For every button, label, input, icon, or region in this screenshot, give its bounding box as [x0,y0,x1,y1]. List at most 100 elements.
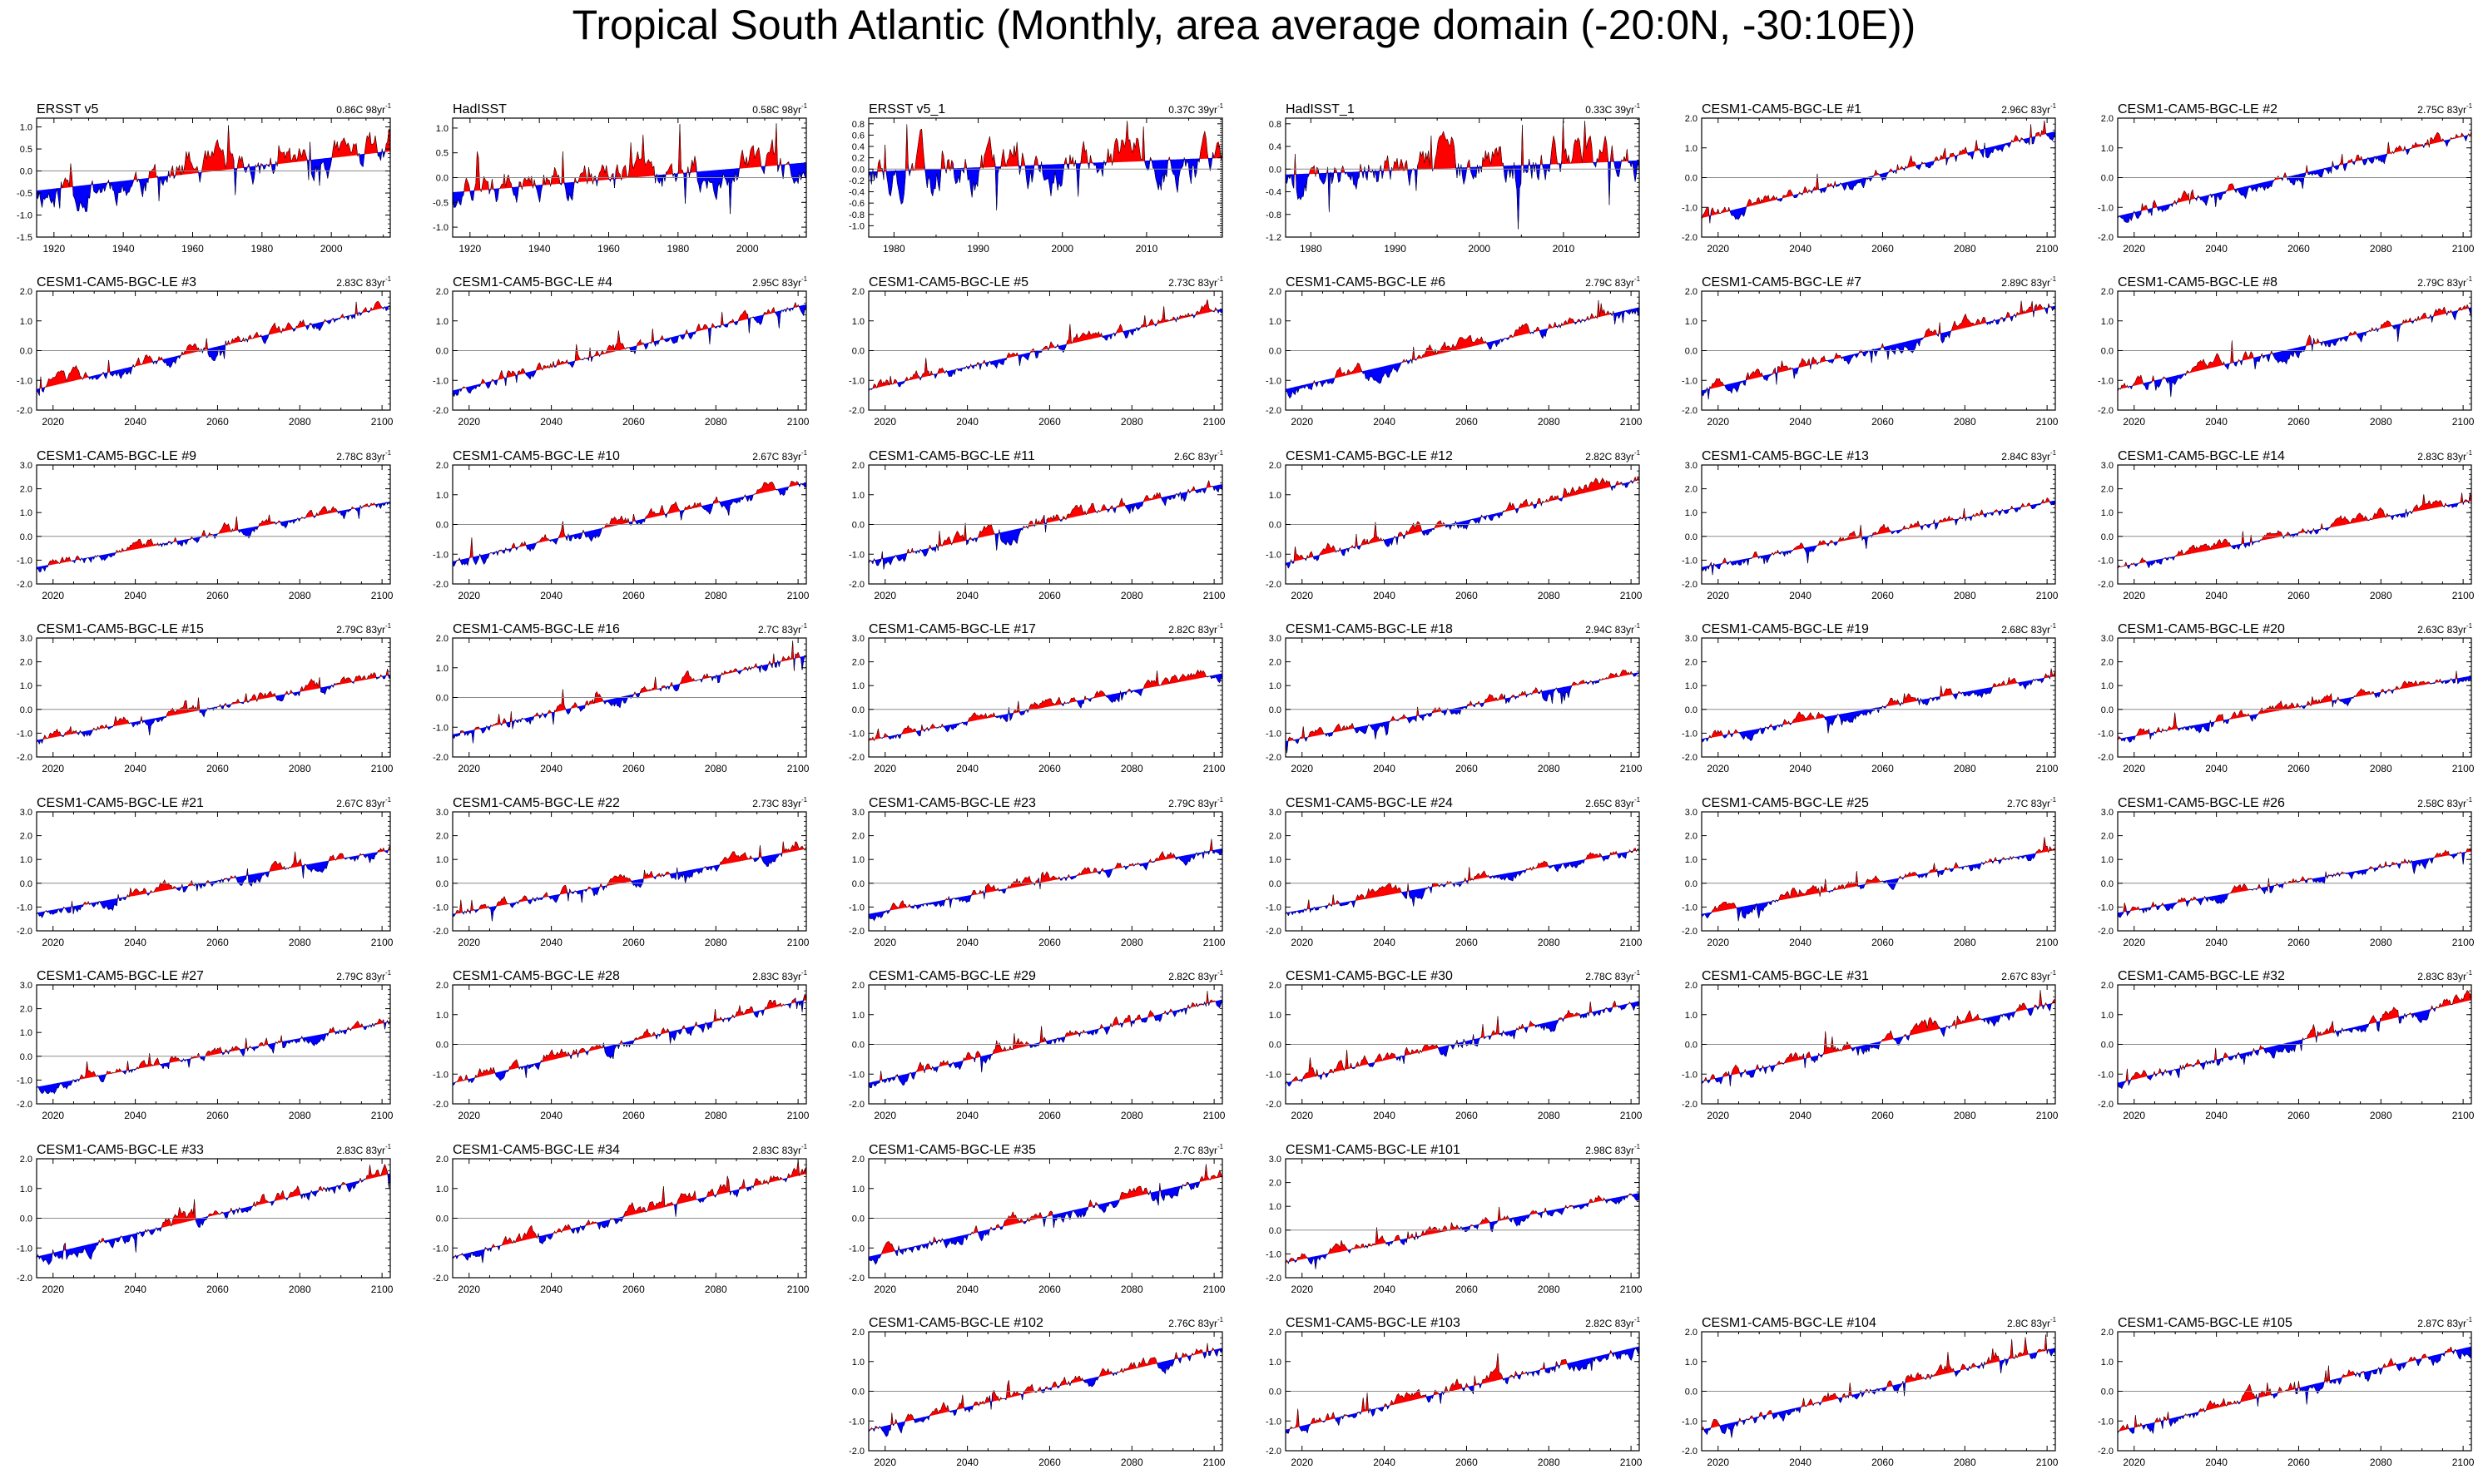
trend-exponent: -1 [801,1143,808,1150]
trend-label: 2.96C 83yr [2001,104,2050,116]
y-tick-label: 0.0 [1685,174,1697,184]
y-tick-label: 1.0 [20,855,32,865]
y-tick-label: 0.0 [20,1052,32,1062]
y-tick-label: -1.0 [849,550,865,560]
y-tick-label: -2.0 [1682,753,1697,763]
panel-title: CESM1-CAM5-BGC-LE #6 [1286,275,1445,289]
panel-title: CESM1-CAM5-BGC-LE #2 [2118,102,2277,116]
x-tick-label: 2020 [42,1110,64,1121]
y-tick-label: 2.0 [20,287,32,297]
x-tick-label: 2040 [124,1110,146,1121]
x-tick-label: 2060 [622,416,645,428]
trend-label: 0.86C 98yr [336,104,385,116]
x-tick-label: 2020 [1707,243,1729,255]
x-tick-label: 2100 [787,1110,810,1121]
y-tick-label: 2.0 [2101,832,2114,842]
y-tick-label: 1.0 [436,664,449,674]
x-tick-label: 2100 [2036,590,2059,601]
panel: 2020 2040 2060 2080 2100 2.0 1.0 0.0 -1.0 -2.0 CES… [1682,1316,2059,1468]
x-tick-label: 2040 [1789,763,1811,774]
panel: 2020 2040 2060 2080 2100 2.0 1.0 0.0 -1.0 -2.0 CES… [849,1316,1226,1468]
panel-title: CESM1-CAM5-BGC-LE #22 [453,796,620,810]
y-tick-label: 2.0 [1269,832,1281,842]
x-tick-label: 2020 [42,416,64,428]
y-tick-label: 3.0 [436,808,449,818]
trend-exponent: -1 [1217,796,1224,804]
x-tick-label: 2020 [874,763,896,774]
x-tick-label: 2100 [1203,1457,1226,1468]
trend-exponent: -1 [1634,102,1641,110]
x-tick-label: 1980 [1300,243,1322,255]
trend-label: 2.83C 83yr [2417,971,2466,982]
y-tick-label: 2.0 [852,1155,865,1165]
y-tick-label: 2.0 [20,485,32,495]
panel: 2020 2040 2060 2080 2100 3.0 2.0 1.0 0.0 -1.0 -2.0… [433,796,810,948]
y-tick-label: 3.0 [852,634,865,644]
y-tick-label: 0.0 [436,347,449,357]
x-tick-label: 2040 [124,937,146,948]
y-tick-label: -1.0 [17,729,32,739]
y-tick-label: 2.0 [852,832,865,842]
panel-title: CESM1-CAM5-BGC-LE #34 [453,1143,620,1157]
x-tick-label: 2040 [540,1284,563,1295]
y-tick-label: 0.0 [852,347,865,357]
panel: 2020 2040 2060 2080 2100 3.0 2.0 1.0 0.0 -1.0 -2.0… [1266,622,1643,774]
y-tick-label: -1.0 [2098,903,2114,913]
panel: 2020 2040 2060 2080 2100 2.0 1.0 0.0 -1.0 -2.0 CES… [17,1143,394,1295]
y-tick-label: -2.0 [2098,1447,2114,1457]
y-tick-label: 1.0 [852,491,865,501]
x-tick-label: 2100 [787,590,810,601]
y-tick-label: -0.8 [1266,210,1281,220]
trend-exponent: -1 [2050,622,2057,630]
y-tick-label: 2.0 [436,634,449,644]
trend-exponent: -1 [1634,1316,1641,1323]
y-tick-label: -1.0 [849,903,865,913]
panel-title: CESM1-CAM5-BGC-LE #11 [869,449,1035,463]
y-tick-label: 1.0 [2101,1358,2114,1368]
y-tick-label: 1.0 [436,1011,449,1021]
x-tick-label: 2100 [1203,1110,1226,1121]
x-tick-label: 2020 [458,1284,480,1295]
y-tick-label: 1.0 [1269,1358,1281,1368]
x-tick-label: 2040 [956,1110,979,1121]
trend-exponent: -1 [2466,622,2473,630]
y-tick-label: 0.0 [2101,347,2114,357]
y-tick-label: -1.0 [849,376,865,386]
trend-label: 2.75C 83yr [2417,104,2466,116]
panel-title: HadISST [453,102,507,116]
panel-title: CESM1-CAM5-BGC-LE #28 [453,969,620,983]
trend-exponent: -1 [801,102,808,110]
panel: 2020 2040 2060 2080 2100 2.0 1.0 0.0 -1.0 -2.0 CES… [433,1143,810,1295]
x-tick-label: 2100 [787,1284,810,1295]
y-tick-label: -2.0 [849,1100,865,1110]
positive-anomaly-area [1701,120,2046,224]
x-tick-label: 2080 [705,937,727,948]
y-tick-label: -2.0 [17,1100,32,1110]
x-tick-label: 2020 [1707,416,1729,428]
series-line [452,993,807,1086]
panel: 2020 2040 2060 2080 2100 3.0 2.0 1.0 0.0 -1.0 -2.0… [17,622,394,774]
x-tick-label: 2060 [1871,416,1894,428]
x-tick-label: 2020 [2123,1110,2145,1121]
x-tick-label: 2080 [1954,937,1976,948]
y-tick-label: 2.0 [20,1155,32,1165]
series-line [868,669,1223,742]
y-tick-label: 3.0 [1685,461,1697,471]
panel-title: CESM1-CAM5-BGC-LE #9 [37,449,196,463]
y-tick-label: 1.0 [1269,681,1281,691]
x-tick-label: 2100 [2036,937,2059,948]
trend-label: 2.65C 83yr [1585,798,1634,809]
x-tick-label: 2100 [371,1110,394,1121]
y-tick-label: 3.0 [1269,1155,1281,1165]
trend-label: 0.33C 39yr [1585,104,1634,116]
y-tick-label: 0.0 [1269,1041,1281,1051]
y-tick-label: -2.0 [849,753,865,763]
y-tick-label: -2.0 [433,1274,449,1284]
y-tick-label: 2.0 [1269,461,1281,471]
positive-anomaly-area [870,1343,1215,1432]
x-tick-label: 2000 [1468,243,1490,255]
series-line [452,641,807,744]
x-tick-label: 2080 [705,763,727,774]
x-tick-label: 2060 [1871,590,1894,601]
y-tick-label: 3.0 [2101,808,2114,818]
